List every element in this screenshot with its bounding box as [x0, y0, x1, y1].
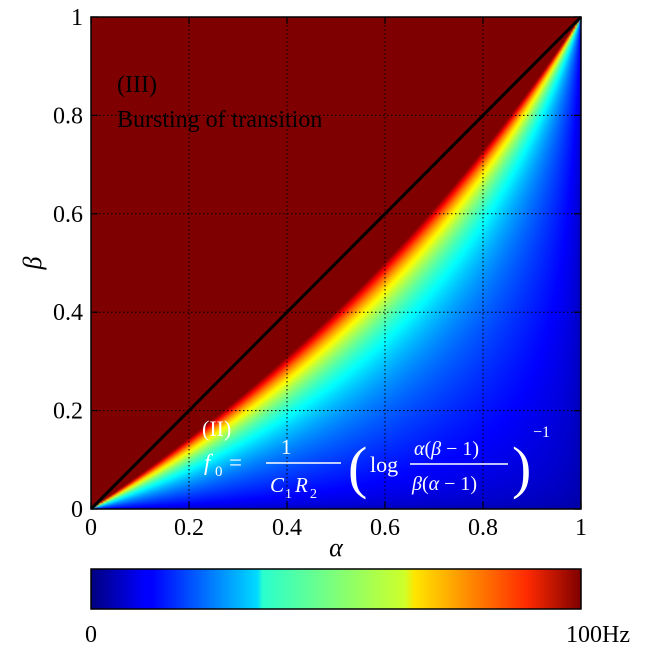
x-tick-label: 1 [575, 515, 587, 541]
region3-label: (III) [117, 72, 157, 98]
x-tick-label: 0.2 [174, 515, 204, 541]
svg-text:β(α − 1): β(α − 1) [411, 473, 477, 495]
x-tick-label: 0 [85, 515, 97, 541]
x-tick-label: 0.6 [370, 515, 400, 541]
region3-description: Bursting of transition [117, 107, 322, 133]
y-axis-label: β [18, 256, 47, 270]
colorbar-min-label: 0 [85, 622, 97, 648]
svg-text:=: = [229, 450, 242, 475]
svg-text:1: 1 [281, 435, 292, 459]
plot-area [91, 17, 581, 509]
svg-text:1: 1 [285, 487, 292, 502]
x-tick-label: 0.4 [272, 515, 302, 541]
colorbar-max-label: 100Hz [566, 622, 630, 648]
svg-text:α(β − 1): α(β − 1) [414, 438, 479, 460]
y-tick-label: 1 [71, 5, 83, 31]
svg-text:−1: −1 [533, 424, 550, 441]
region2-label: (II) [202, 416, 231, 441]
x-tick-label: 0.8 [468, 515, 498, 541]
svg-text:log: log [370, 452, 398, 477]
svg-text:2: 2 [310, 487, 317, 502]
y-tick-label: 0.4 [53, 300, 83, 326]
svg-text:(: ( [348, 435, 367, 500]
y-tick-label: 0.6 [53, 202, 83, 228]
y-tick-label: 0 [71, 497, 83, 523]
colorbar-gradient [91, 569, 581, 609]
svg-text:0: 0 [215, 464, 223, 480]
svg-text:C: C [270, 473, 285, 497]
svg-text:R: R [294, 473, 308, 497]
colorbar: 0 100Hz [85, 569, 630, 648]
x-axis-label: α [329, 533, 344, 562]
svg-text:): ) [512, 435, 531, 500]
y-tick-label: 0.2 [53, 399, 83, 425]
y-tick-label: 0.8 [53, 103, 83, 129]
